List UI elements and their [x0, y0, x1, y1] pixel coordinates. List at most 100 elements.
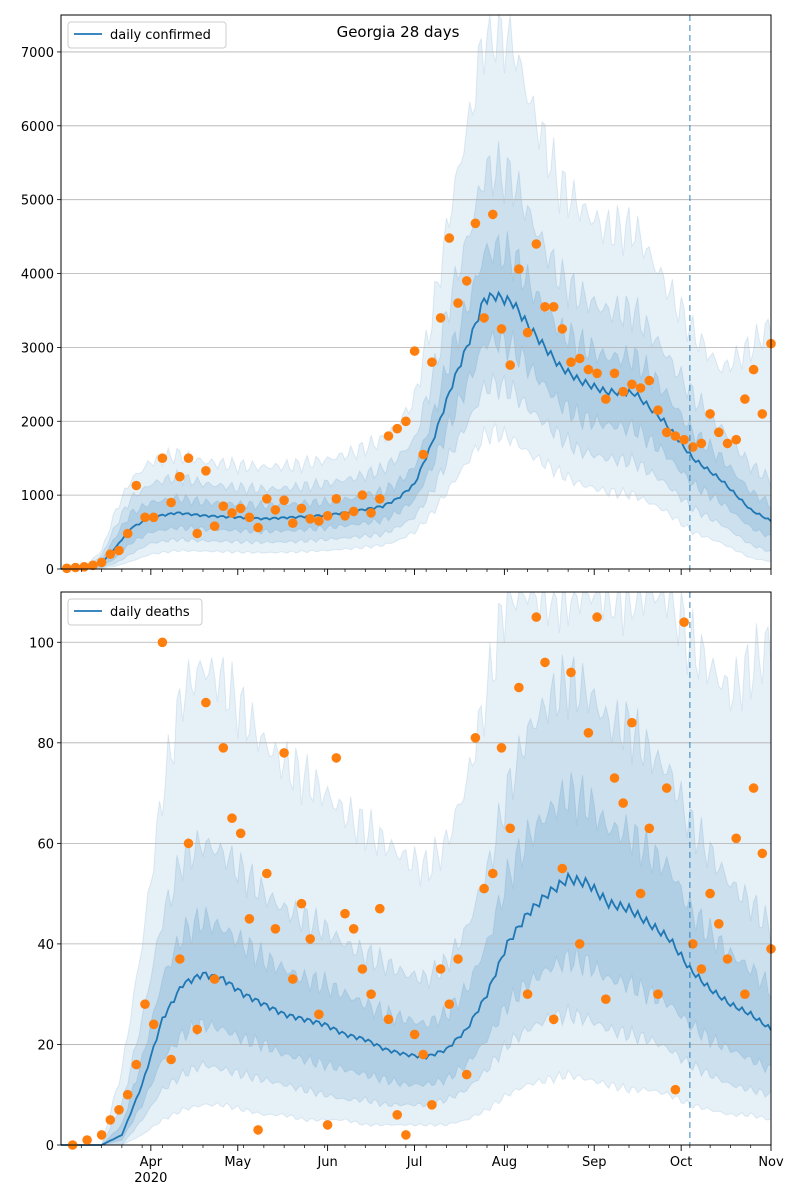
observed-point	[427, 1100, 437, 1110]
chart-title: Georgia 28 days	[337, 23, 460, 41]
observed-point	[618, 798, 628, 808]
observed-point	[670, 431, 681, 441]
observed-point	[79, 562, 89, 572]
observed-point	[696, 438, 707, 449]
observed-point	[296, 898, 307, 909]
observed-point	[714, 919, 724, 929]
observed-point	[140, 999, 150, 1009]
observed-point	[392, 423, 403, 434]
observed-point	[653, 989, 663, 999]
observed-point	[227, 508, 237, 518]
observed-point	[409, 1029, 420, 1040]
observed-point	[279, 748, 289, 758]
observed-point	[157, 637, 168, 648]
observed-point	[175, 954, 185, 964]
observed-point	[574, 939, 585, 949]
observed-point	[505, 823, 515, 834]
observed-point	[409, 346, 420, 356]
observed-point	[70, 562, 81, 573]
observed-point	[722, 438, 733, 449]
observed-point	[679, 617, 689, 627]
observed-point	[496, 743, 507, 753]
observed-point	[496, 324, 507, 334]
observed-point	[627, 717, 637, 728]
observed-point	[618, 386, 628, 397]
observed-point	[383, 1014, 394, 1025]
deaths-panel: 0 20 40 60 80 100 Apr May Jun Jul Aug Sep Oct Nov 2020…	[29, 590, 784, 1186]
observed-point	[305, 514, 316, 524]
observed-point	[331, 753, 342, 763]
observed-point	[722, 954, 733, 964]
observed-point	[548, 1014, 559, 1025]
observed-point	[522, 327, 533, 338]
confirmed-panel: 0 1000 2000 3000 4000 5000 6000 7000 daily conf…	[21, 13, 776, 578]
confirmed-legend: daily confirmed	[67, 21, 227, 49]
observed-point	[644, 823, 655, 834]
observed-point	[453, 298, 463, 308]
observed-point	[740, 394, 750, 404]
x-tick-label: Aug	[492, 1155, 517, 1170]
observed-point	[235, 503, 246, 514]
observed-point	[131, 1059, 142, 1070]
observed-point	[131, 480, 142, 491]
observed-point	[679, 434, 689, 445]
observed-point	[740, 989, 750, 999]
observed-point	[540, 302, 550, 312]
observed-point	[531, 612, 542, 622]
observed-point	[757, 409, 768, 419]
observed-point	[583, 728, 594, 738]
observed-point	[635, 383, 646, 393]
x-tick-label: May	[224, 1155, 251, 1170]
observed-point	[514, 264, 524, 274]
observed-point	[340, 511, 350, 521]
y-tick-label: 4000	[21, 268, 54, 283]
observed-point	[435, 313, 446, 323]
observed-point	[340, 908, 350, 919]
observed-point	[183, 838, 194, 849]
observed-point	[357, 964, 368, 974]
observed-point	[366, 989, 376, 999]
observed-point	[566, 667, 576, 678]
y-tick-label: 1000	[21, 489, 54, 504]
observed-point	[175, 471, 185, 482]
observed-point	[288, 518, 298, 528]
observed-point	[548, 302, 559, 312]
observed-point	[696, 964, 707, 974]
observed-point	[505, 360, 515, 370]
observed-point	[705, 409, 715, 419]
observed-point	[166, 1054, 176, 1065]
observed-point	[557, 324, 568, 334]
observed-point	[731, 833, 741, 844]
legend-label-deaths: daily deaths	[110, 605, 190, 620]
observed-point	[714, 427, 724, 438]
observed-point	[383, 431, 394, 441]
legend-box	[67, 598, 203, 626]
observed-point	[366, 508, 376, 518]
observed-point	[331, 494, 342, 504]
observed-point	[627, 379, 637, 390]
observed-point	[661, 427, 672, 438]
observed-point	[148, 1019, 159, 1030]
median-line	[61, 871, 772, 1146]
observed-point	[644, 375, 655, 386]
observed-point	[140, 512, 150, 523]
observed-point	[209, 521, 220, 531]
observed-point	[531, 239, 542, 249]
observed-point	[253, 1125, 263, 1135]
observed-point	[418, 449, 429, 460]
observed-point	[201, 466, 211, 476]
y-tick-label: 100	[29, 636, 54, 651]
observed-point	[574, 353, 585, 364]
observed-point	[244, 914, 255, 924]
observed-point	[82, 1135, 92, 1145]
observed-point	[270, 505, 281, 515]
observed-point	[661, 783, 672, 793]
y-tick-label: 7000	[21, 46, 54, 61]
observed-point	[183, 453, 194, 464]
y-tick-label: 5000	[21, 194, 54, 209]
observed-point	[601, 994, 611, 1004]
observed-point	[227, 813, 237, 823]
observed-point	[731, 434, 741, 445]
